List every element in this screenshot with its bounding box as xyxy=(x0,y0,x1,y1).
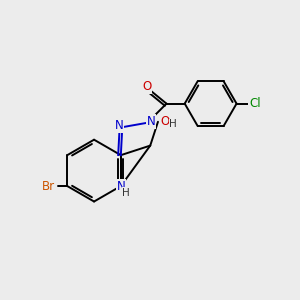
Text: N: N xyxy=(114,119,123,132)
Text: O: O xyxy=(161,115,170,128)
Text: N: N xyxy=(116,180,125,193)
Text: O: O xyxy=(142,80,152,93)
Text: Cl: Cl xyxy=(249,97,261,110)
Text: H: H xyxy=(169,119,177,129)
Text: H: H xyxy=(122,188,130,197)
Text: N: N xyxy=(146,115,155,128)
Text: Br: Br xyxy=(42,180,55,193)
